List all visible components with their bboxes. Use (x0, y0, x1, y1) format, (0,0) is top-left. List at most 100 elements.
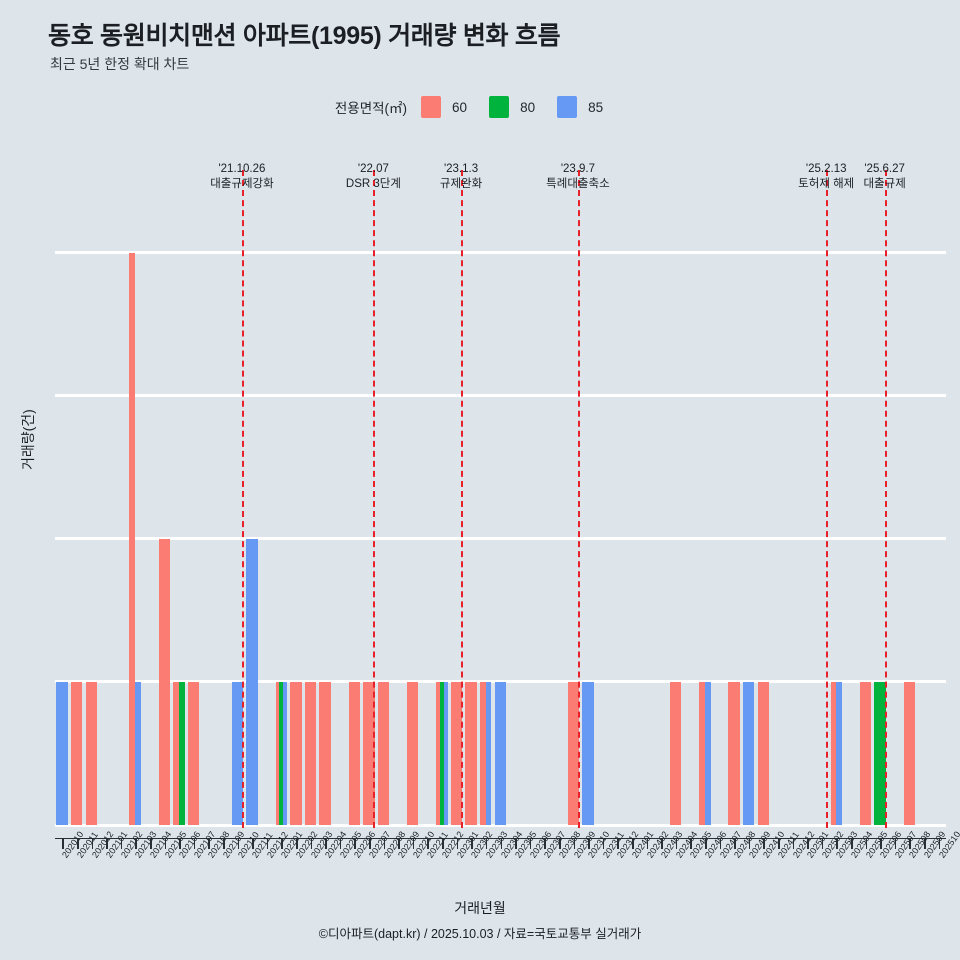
event-name-0: 대출규제강화 (210, 178, 274, 190)
bar[interactable] (187, 681, 200, 825)
x-tick (193, 838, 196, 849)
event-label-0: '21.10.26 대출규제강화 (210, 162, 273, 192)
bar[interactable] (246, 538, 258, 825)
x-tick (719, 838, 722, 849)
bar[interactable] (836, 681, 842, 825)
bar[interactable] (669, 681, 682, 825)
event-date-1: '22.07 (357, 163, 389, 175)
bar[interactable] (56, 681, 68, 825)
x-tick (179, 838, 181, 849)
gridline-0 (55, 823, 946, 827)
x-tick (938, 838, 941, 849)
bar[interactable] (377, 681, 390, 825)
x-tick (690, 838, 692, 849)
bar[interactable] (450, 681, 463, 825)
x-tick (339, 838, 342, 849)
bar[interactable] (485, 681, 492, 825)
x-tick (164, 838, 167, 849)
x-tick (792, 838, 795, 849)
event-label-4: '25.2.13 토허제 해제 (798, 162, 854, 192)
bar[interactable] (903, 681, 916, 825)
x-tick (544, 838, 546, 849)
y-axis-title: 거래량(건) (20, 409, 36, 470)
event-name-5: 대출규제 (863, 178, 906, 190)
x-tick (120, 838, 123, 849)
event-date-5: '25.6.27 (864, 163, 905, 175)
bar[interactable] (407, 681, 419, 825)
x-tick (76, 838, 79, 849)
event-name-4: 토허제 해제 (798, 178, 855, 190)
x-tick (529, 838, 532, 849)
legend-item-60[interactable]: 60 (421, 96, 467, 118)
x-tick (778, 838, 780, 849)
event-label-3: '23.9.7 특례대출축소 (546, 162, 609, 192)
x-tick (354, 838, 357, 849)
bar[interactable] (135, 681, 141, 825)
bar[interactable] (290, 681, 302, 825)
event-line-5 (884, 170, 887, 828)
bar[interactable] (874, 681, 886, 825)
bar[interactable] (231, 681, 244, 825)
x-tick (558, 838, 561, 849)
bar[interactable] (363, 681, 375, 825)
bar[interactable] (279, 681, 284, 825)
bar[interactable] (129, 252, 136, 825)
x-tick (573, 838, 576, 849)
bar[interactable] (480, 681, 486, 825)
legend-item-80[interactable]: 80 (489, 96, 535, 118)
page-subtitle: 최근 5년 한정 확대 차트 (50, 56, 190, 72)
bar[interactable] (757, 681, 769, 825)
bar[interactable] (494, 681, 507, 825)
x-tick (266, 838, 269, 849)
bar[interactable] (859, 681, 872, 825)
x-tick (149, 838, 152, 849)
legend: 전용면적(㎡) 60 80 85 (0, 96, 960, 118)
x-tick (515, 838, 517, 849)
bar[interactable] (728, 681, 740, 825)
bar[interactable] (465, 681, 477, 825)
bar[interactable] (444, 681, 448, 825)
x-tick (135, 838, 137, 849)
bar[interactable] (699, 681, 705, 825)
bar[interactable] (582, 681, 594, 825)
event-label-1: '22.07 DSR 3단계 (346, 162, 401, 192)
x-tick (734, 838, 736, 849)
event-label-5: '25.6.27 대출규제 (863, 162, 905, 192)
x-tick (369, 838, 371, 849)
bar[interactable] (440, 681, 444, 825)
bar[interactable] (436, 681, 440, 825)
x-tick (807, 838, 809, 849)
bar[interactable] (319, 681, 331, 825)
x-tick (924, 838, 926, 849)
legend-swatch-85 (557, 96, 578, 118)
bar[interactable] (71, 681, 83, 825)
bar[interactable] (179, 681, 185, 825)
bar[interactable] (567, 681, 580, 825)
x-tick (252, 838, 254, 849)
bar[interactable] (704, 681, 711, 825)
bar[interactable] (85, 681, 98, 825)
bar[interactable] (283, 681, 287, 825)
bar[interactable] (348, 681, 360, 825)
legend-swatch-60 (421, 96, 442, 118)
x-tick (62, 838, 64, 849)
event-date-4: '25.2.13 (805, 163, 847, 175)
event-line-1 (373, 170, 376, 828)
legend-item-85[interactable]: 85 (557, 96, 603, 118)
x-tick (325, 838, 327, 849)
gridline-2 (55, 537, 946, 541)
bar[interactable] (742, 681, 755, 825)
bar[interactable] (275, 681, 280, 825)
x-tick (748, 838, 751, 849)
x-tick (427, 838, 430, 849)
bar[interactable] (304, 681, 317, 825)
event-date-3: '23.9.7 (560, 163, 595, 175)
bar[interactable] (158, 538, 171, 825)
event-line-4 (826, 170, 829, 828)
x-tick (661, 838, 663, 849)
x-tick (588, 838, 590, 849)
x-tick (485, 838, 488, 849)
bar[interactable] (830, 681, 837, 825)
bar[interactable] (173, 681, 179, 825)
